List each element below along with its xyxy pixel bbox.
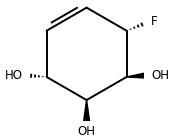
Text: HO: HO (5, 69, 23, 82)
Text: OH: OH (78, 125, 96, 138)
Text: F: F (151, 15, 157, 28)
Polygon shape (83, 100, 90, 123)
Text: OH: OH (151, 69, 169, 82)
Polygon shape (127, 72, 151, 78)
